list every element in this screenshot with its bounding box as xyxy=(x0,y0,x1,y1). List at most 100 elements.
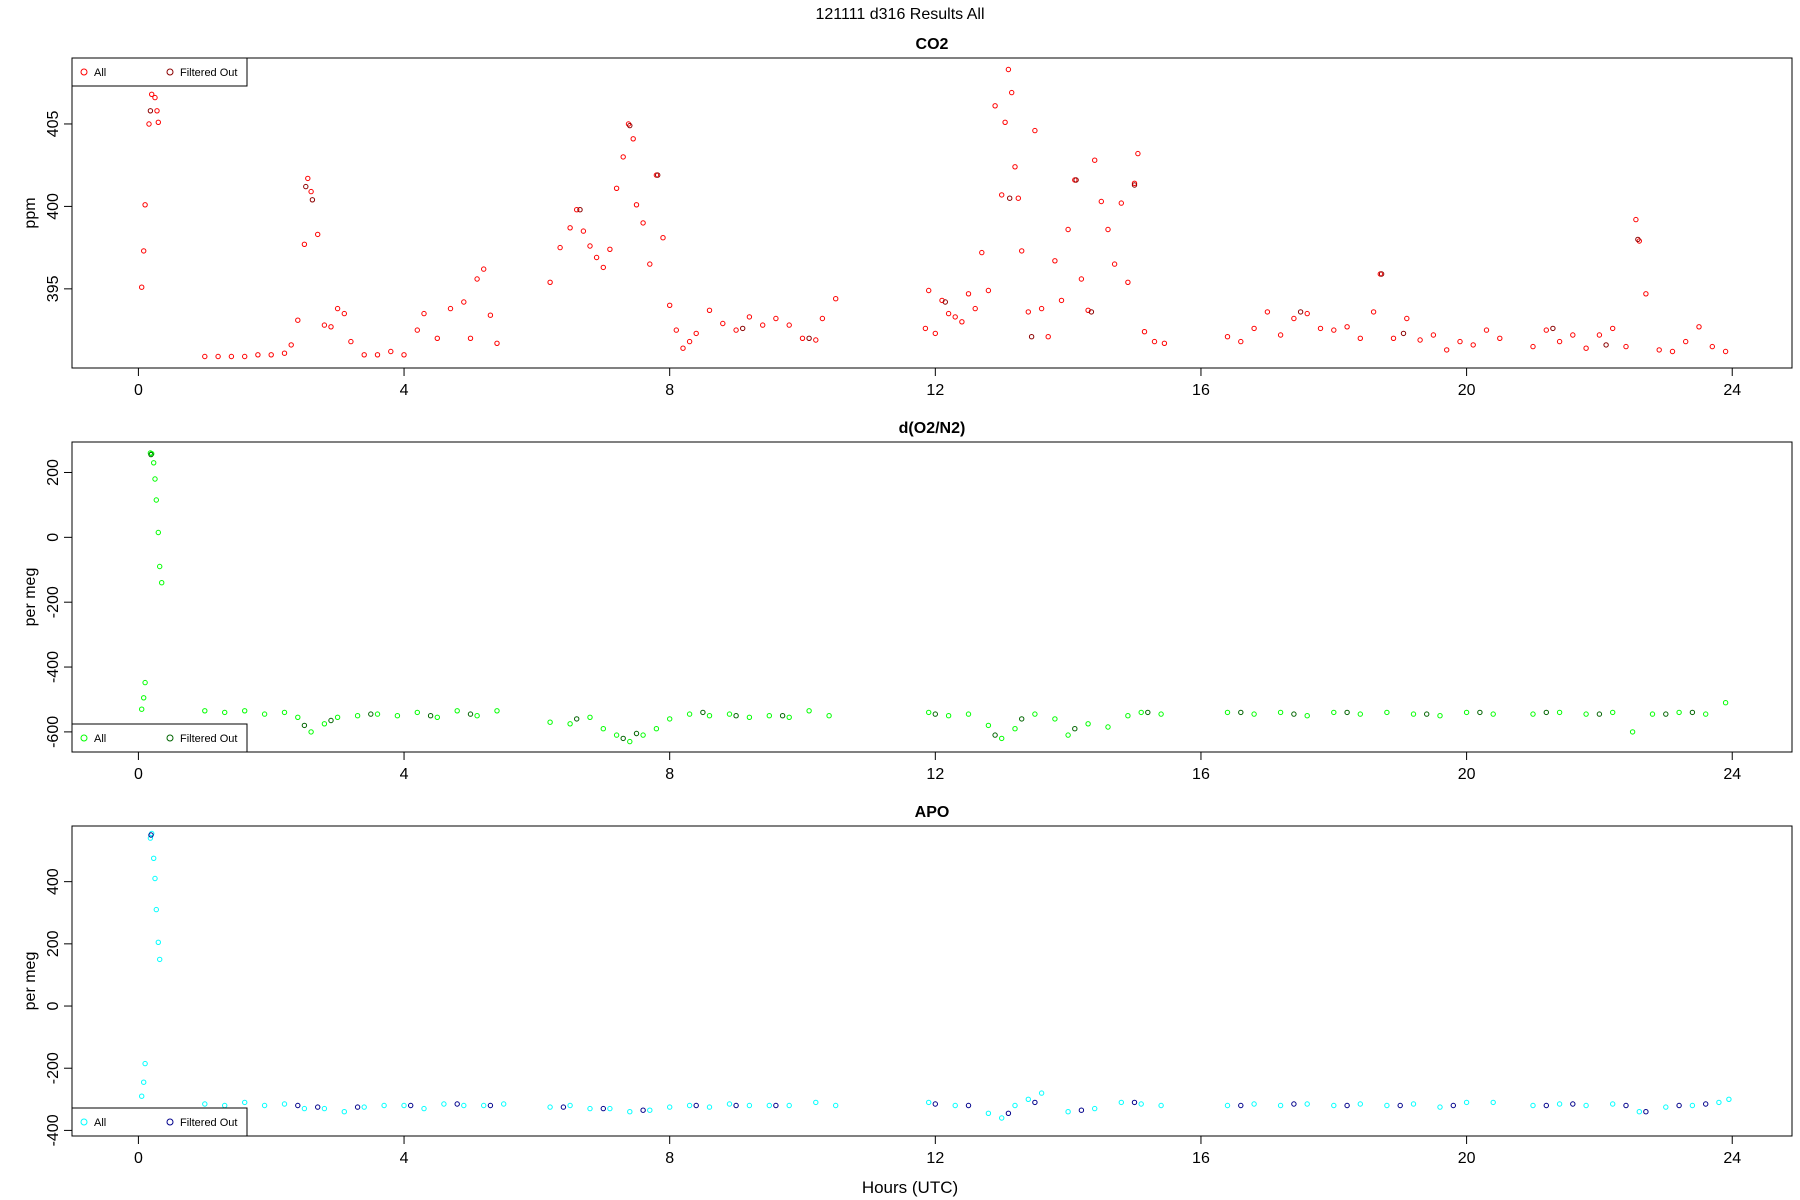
data-point xyxy=(421,310,427,317)
data-point xyxy=(1277,709,1284,716)
data-point xyxy=(1410,711,1417,717)
data-point xyxy=(1530,1102,1536,1109)
data-point xyxy=(922,325,929,332)
data-point xyxy=(146,121,152,127)
data-point xyxy=(640,732,646,738)
data-point xyxy=(633,202,640,208)
data-point xyxy=(139,1093,145,1099)
data-point xyxy=(1078,1107,1085,1113)
data-point xyxy=(1596,711,1603,717)
data-point xyxy=(1158,711,1164,717)
data-point xyxy=(600,264,606,271)
data-point xyxy=(799,335,806,341)
data-point xyxy=(1583,711,1589,717)
data-point xyxy=(1238,1102,1244,1109)
data-point xyxy=(261,711,268,717)
data-point xyxy=(999,735,1005,742)
data-point xyxy=(1400,330,1407,337)
data-point xyxy=(1610,709,1616,716)
data-point xyxy=(686,1102,693,1109)
data-point xyxy=(587,714,593,720)
data-point xyxy=(1038,1090,1045,1096)
legend-label: Filtered Out xyxy=(180,733,237,745)
data-point xyxy=(341,310,347,317)
data-point xyxy=(1331,709,1337,716)
data-point xyxy=(242,708,248,714)
data-point xyxy=(833,1102,839,1109)
data-point xyxy=(1623,1102,1629,1109)
data-point xyxy=(1012,1102,1018,1109)
data-point xyxy=(308,729,314,735)
data-point xyxy=(1357,1101,1364,1107)
y-tick-label: 400 xyxy=(45,193,62,220)
data-point xyxy=(328,324,334,330)
data-point xyxy=(501,1101,507,1107)
data-point xyxy=(985,722,992,729)
data-point xyxy=(932,711,938,717)
data-point xyxy=(1709,343,1716,350)
y-tick-label: 0 xyxy=(45,1001,62,1010)
data-point xyxy=(1530,343,1536,350)
data-point xyxy=(965,711,972,717)
data-point xyxy=(142,1060,148,1067)
data-point xyxy=(1497,335,1503,341)
data-point xyxy=(1404,315,1410,322)
data-point xyxy=(1291,1101,1297,1107)
data-point xyxy=(1463,709,1470,716)
data-point xyxy=(467,711,474,717)
data-point xyxy=(228,353,235,360)
data-point xyxy=(141,695,147,701)
data-point xyxy=(773,1102,779,1109)
data-point xyxy=(833,296,839,302)
data-point xyxy=(1633,216,1639,223)
data-point xyxy=(1716,1099,1722,1106)
data-point xyxy=(700,709,706,716)
data-point xyxy=(303,183,309,190)
data-point xyxy=(1161,340,1168,346)
data-point xyxy=(1610,1101,1616,1107)
data-point xyxy=(288,342,294,348)
data-point xyxy=(1052,258,1058,264)
data-point xyxy=(261,1102,268,1109)
data-point xyxy=(773,315,779,322)
data-point xyxy=(1722,700,1729,706)
data-point xyxy=(1384,1102,1390,1109)
data-point xyxy=(268,352,274,358)
data-point xyxy=(607,1105,613,1112)
data-point xyxy=(139,706,145,712)
data-point xyxy=(1437,1104,1443,1110)
data-point xyxy=(1410,1101,1417,1107)
data-point xyxy=(1073,177,1079,183)
x-tick-label: 4 xyxy=(400,1150,409,1167)
data-point xyxy=(1689,709,1696,716)
data-point xyxy=(1649,711,1656,717)
data-point xyxy=(1105,226,1111,233)
data-point xyxy=(673,327,679,333)
data-point xyxy=(301,722,308,729)
data-point xyxy=(786,322,792,328)
data-point xyxy=(680,345,686,351)
data-point xyxy=(1125,713,1131,719)
series-0 xyxy=(139,830,1732,1121)
chart-panel-1: d(O2/N2) per meg 0 4 8 12 16 20 24 -600 -400 -200 0 2… xyxy=(22,420,1793,783)
plot-frame xyxy=(71,57,1793,369)
legend-box xyxy=(71,57,248,87)
data-point xyxy=(334,714,341,720)
data-point xyxy=(740,325,746,332)
data-point xyxy=(1463,1099,1470,1106)
data-point xyxy=(580,228,587,234)
data-point xyxy=(1703,1101,1709,1107)
legend-label: Filtered Out xyxy=(180,67,237,79)
data-point xyxy=(1669,348,1676,355)
data-point xyxy=(567,1102,573,1109)
series-0 xyxy=(139,450,1729,745)
data-point xyxy=(607,246,613,253)
x-tick-label: 24 xyxy=(1723,382,1741,399)
data-point xyxy=(374,352,381,358)
data-point xyxy=(1676,709,1682,716)
legend-box xyxy=(71,1107,248,1137)
x-tick-label: 0 xyxy=(134,1150,143,1167)
data-point xyxy=(1550,325,1556,332)
data-point xyxy=(494,708,500,714)
data-point xyxy=(620,735,626,742)
